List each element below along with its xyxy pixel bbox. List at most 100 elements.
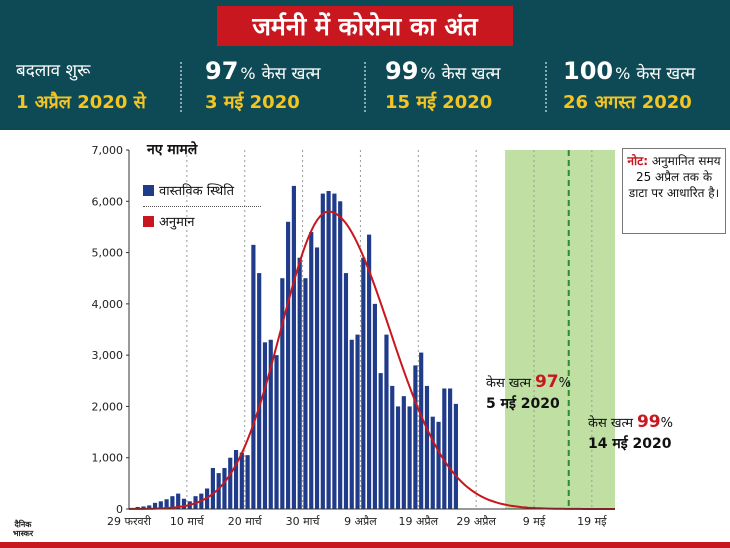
divider (364, 62, 366, 112)
x-tick-label: 10 मार्च (170, 515, 205, 528)
legend-label: अनुमान (159, 215, 195, 230)
percent-sign: % (615, 64, 631, 83)
divider (180, 62, 182, 112)
case-bar (181, 498, 187, 509)
case-bar (407, 406, 412, 509)
stat-label: केस खत्म (441, 64, 501, 84)
annotation-99: केस खत्म 99% 14 मई 2020 (588, 412, 673, 452)
case-bar (152, 502, 158, 509)
case-bar (436, 421, 441, 509)
case-bar (268, 339, 273, 509)
case-bar (239, 452, 244, 509)
case-bar (170, 496, 175, 509)
case-bar (401, 396, 406, 509)
estimate-curve (128, 210, 615, 510)
cases-chart: 29 फरवरी 10 मार्च 20 मार्च 30 मार्च 9 अप्रैल… (92, 141, 674, 528)
x-tick-label: 20 मार्च (228, 515, 263, 528)
case-bar (320, 193, 325, 509)
note-label: नोट: (627, 154, 648, 168)
x-tick-label: 19 मई (577, 515, 607, 528)
dainik-bhaskar-logo: दैनिक भास्कर (6, 518, 40, 544)
projection-zone (505, 150, 615, 509)
case-bar (338, 201, 343, 509)
case-bar (210, 467, 215, 509)
case-bar (228, 457, 233, 509)
case-bar (453, 403, 458, 509)
y-tick-label: 5,000 (92, 247, 124, 260)
case-bar (419, 352, 424, 509)
x-tick-label: 29 अप्रैल (456, 515, 496, 528)
logo-line2: भास्कर (12, 529, 34, 538)
case-bar (314, 247, 320, 509)
case-bar (343, 273, 349, 509)
case-bar (442, 388, 447, 509)
title-box: जर्मनी में कोरोना का अंत (217, 6, 513, 46)
logo-line1: दैनिक (14, 520, 32, 529)
legend-label: वास्तविक स्थिति (159, 184, 235, 199)
case-bar (262, 342, 268, 509)
annotation-percent-sign: % (661, 416, 673, 431)
y-tick-label: 7,000 (92, 144, 124, 157)
x-tick-label: 29 फरवरी (107, 515, 151, 528)
annotation-label: केस खत्म (486, 375, 531, 391)
bottom-bar (0, 542, 730, 548)
case-bar (141, 506, 146, 509)
case-bar (176, 493, 181, 509)
percent-sign: % (240, 64, 256, 83)
case-bar (395, 406, 401, 509)
stat-date: 1 अप्रैल 2020 से (16, 92, 146, 113)
x-tick-label: 19 अप्रैल (398, 515, 438, 528)
annotation-97: केस खत्म 97% 5 मई 2020 (486, 372, 571, 412)
case-bar (291, 185, 296, 509)
legend-swatch-estimate (143, 215, 154, 227)
case-bar (424, 385, 430, 509)
stat-label: केस खत्म (636, 64, 696, 84)
legend-item-estimate: अनुमान (143, 211, 261, 231)
y-tick-label: 3,000 (92, 349, 124, 362)
case-bar (430, 416, 435, 509)
percent-sign: % (420, 64, 436, 83)
case-bar (257, 273, 262, 509)
case-bar (332, 193, 337, 509)
case-bar (245, 455, 250, 509)
x-tick-label: 9 अप्रैल (344, 515, 377, 528)
stat-percent: 100 (563, 57, 614, 85)
case-bar (274, 355, 279, 509)
case-bar (233, 450, 239, 509)
note-box: नोट: अनुमानित समय 25 अप्रैल तक के डाटा प… (622, 148, 726, 234)
stat-line1: 97% केस खत्म (205, 58, 320, 87)
y-tick-label: 0 (116, 503, 123, 516)
case-bar (222, 467, 227, 509)
stat-line1: बदलाव शुरू (16, 61, 91, 81)
legend-item-actual: वास्तविक स्थिति (143, 180, 261, 200)
stat-line1: 99% केस खत्म (385, 58, 500, 87)
stat-percent: 99 (385, 57, 419, 85)
case-bar (309, 232, 314, 510)
case-bar (303, 278, 308, 509)
annotation-date: 14 मई 2020 (588, 435, 672, 452)
note-text: अनुमानित समय 25 अप्रैल तक के डाटा पर आधा… (628, 154, 721, 200)
case-bar (326, 191, 331, 509)
case-bar (448, 388, 453, 509)
case-bar (158, 501, 163, 509)
y-tick-label: 6,000 (92, 195, 124, 208)
case-bar (378, 373, 383, 509)
annotation-percent: 97 (535, 372, 559, 392)
stat-date: 15 मई 2020 (385, 92, 493, 113)
chart-legend: वास्तविक स्थिति अनुमान (143, 180, 261, 231)
divider (545, 62, 547, 112)
case-bar (280, 278, 285, 509)
stat-date: 3 मई 2020 (205, 92, 300, 113)
stat-date: 26 अगस्त 2020 (563, 92, 692, 113)
case-bar (164, 499, 169, 509)
case-bar (297, 257, 302, 509)
case-bar (361, 257, 366, 509)
page-title: जर्मनी में कोरोना का अंत (252, 12, 478, 41)
stat-percent: 97 (205, 57, 239, 85)
svg-text:केस खत्म99%: केस खत्म 99% (588, 412, 673, 432)
annotation-label: केस खत्म (588, 415, 633, 431)
y-tick-label: 4,000 (92, 298, 124, 311)
y-tick-label: 2,000 (92, 400, 124, 413)
case-bar (349, 339, 354, 509)
case-bar (216, 473, 221, 509)
